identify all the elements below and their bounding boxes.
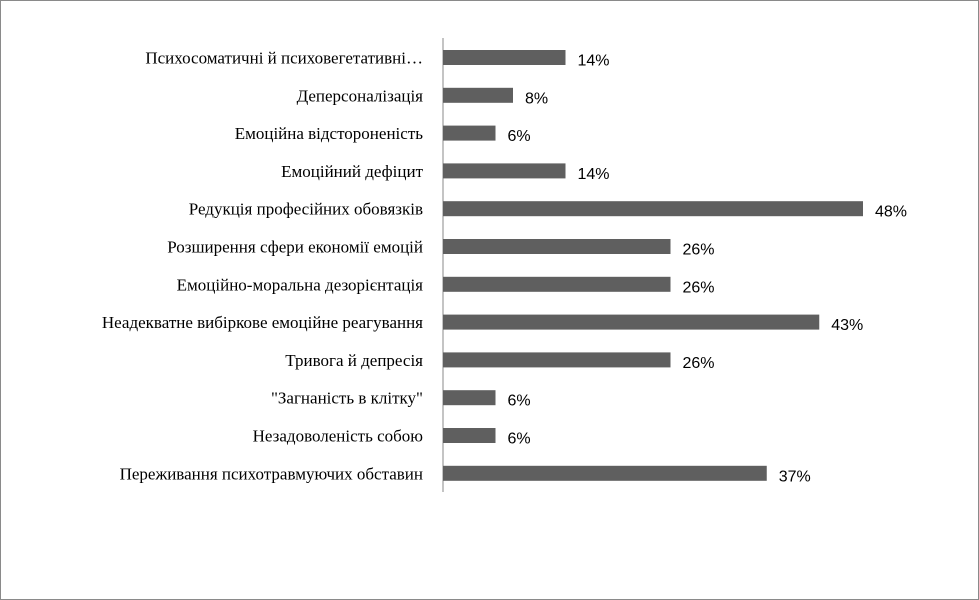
category-labels-group: Психосоматичні й психовегетативні… Деперс… bbox=[102, 49, 424, 484]
category-label-3: Емоційна відстороненість bbox=[235, 124, 424, 143]
bar-5 bbox=[443, 201, 863, 217]
bar-7 bbox=[443, 276, 671, 292]
value-label-1: 14% bbox=[578, 53, 610, 70]
value-labels-group: 14% 8% 6% 14% 48% 26% 26% 43% 26% 6% 6% 37% bbox=[508, 53, 908, 486]
bars-group bbox=[443, 50, 863, 481]
value-label-4: 14% bbox=[578, 166, 610, 183]
bar-2 bbox=[443, 87, 513, 103]
category-label-6: Розширення сфери економії емоцій bbox=[167, 238, 423, 257]
value-label-8: 43% bbox=[831, 317, 863, 334]
bar-10 bbox=[443, 390, 496, 406]
value-label-11: 6% bbox=[508, 431, 531, 448]
bar-9 bbox=[443, 352, 671, 368]
value-label-12: 37% bbox=[779, 468, 811, 485]
value-label-5: 48% bbox=[875, 204, 907, 221]
category-label-4: Емоційний дефіцит bbox=[281, 162, 423, 181]
bar-4 bbox=[443, 163, 566, 179]
category-label-10: "Загнаність в клітку" bbox=[271, 389, 423, 408]
bar-3 bbox=[443, 125, 496, 141]
value-label-9: 26% bbox=[683, 355, 715, 372]
value-label-6: 26% bbox=[683, 242, 715, 259]
value-label-3: 6% bbox=[508, 128, 531, 145]
bar-1 bbox=[443, 50, 566, 65]
category-label-12: Переживання психотравмуючих обставин bbox=[120, 464, 423, 483]
bar-6 bbox=[443, 239, 671, 254]
value-label-7: 26% bbox=[683, 279, 715, 296]
bar-8 bbox=[443, 314, 820, 330]
category-label-2: Деперсоналізація bbox=[297, 86, 424, 105]
category-label-11: Незадоволеність собою bbox=[253, 427, 424, 446]
category-label-8: Неадекватне вибіркове емоційне реагуванн… bbox=[102, 313, 423, 332]
bar-11 bbox=[443, 428, 496, 443]
category-label-1: Психосоматичні й психовегетативні… bbox=[145, 49, 423, 68]
value-label-10: 6% bbox=[508, 393, 531, 410]
category-label-9: Тривога й депресія bbox=[285, 351, 423, 370]
category-label-7: Емоційно-моральна дезорієнтація bbox=[177, 275, 424, 294]
category-label-5: Редукція професійних обовязків bbox=[189, 200, 423, 219]
value-label-2: 8% bbox=[525, 90, 548, 107]
bar-12 bbox=[443, 465, 767, 481]
